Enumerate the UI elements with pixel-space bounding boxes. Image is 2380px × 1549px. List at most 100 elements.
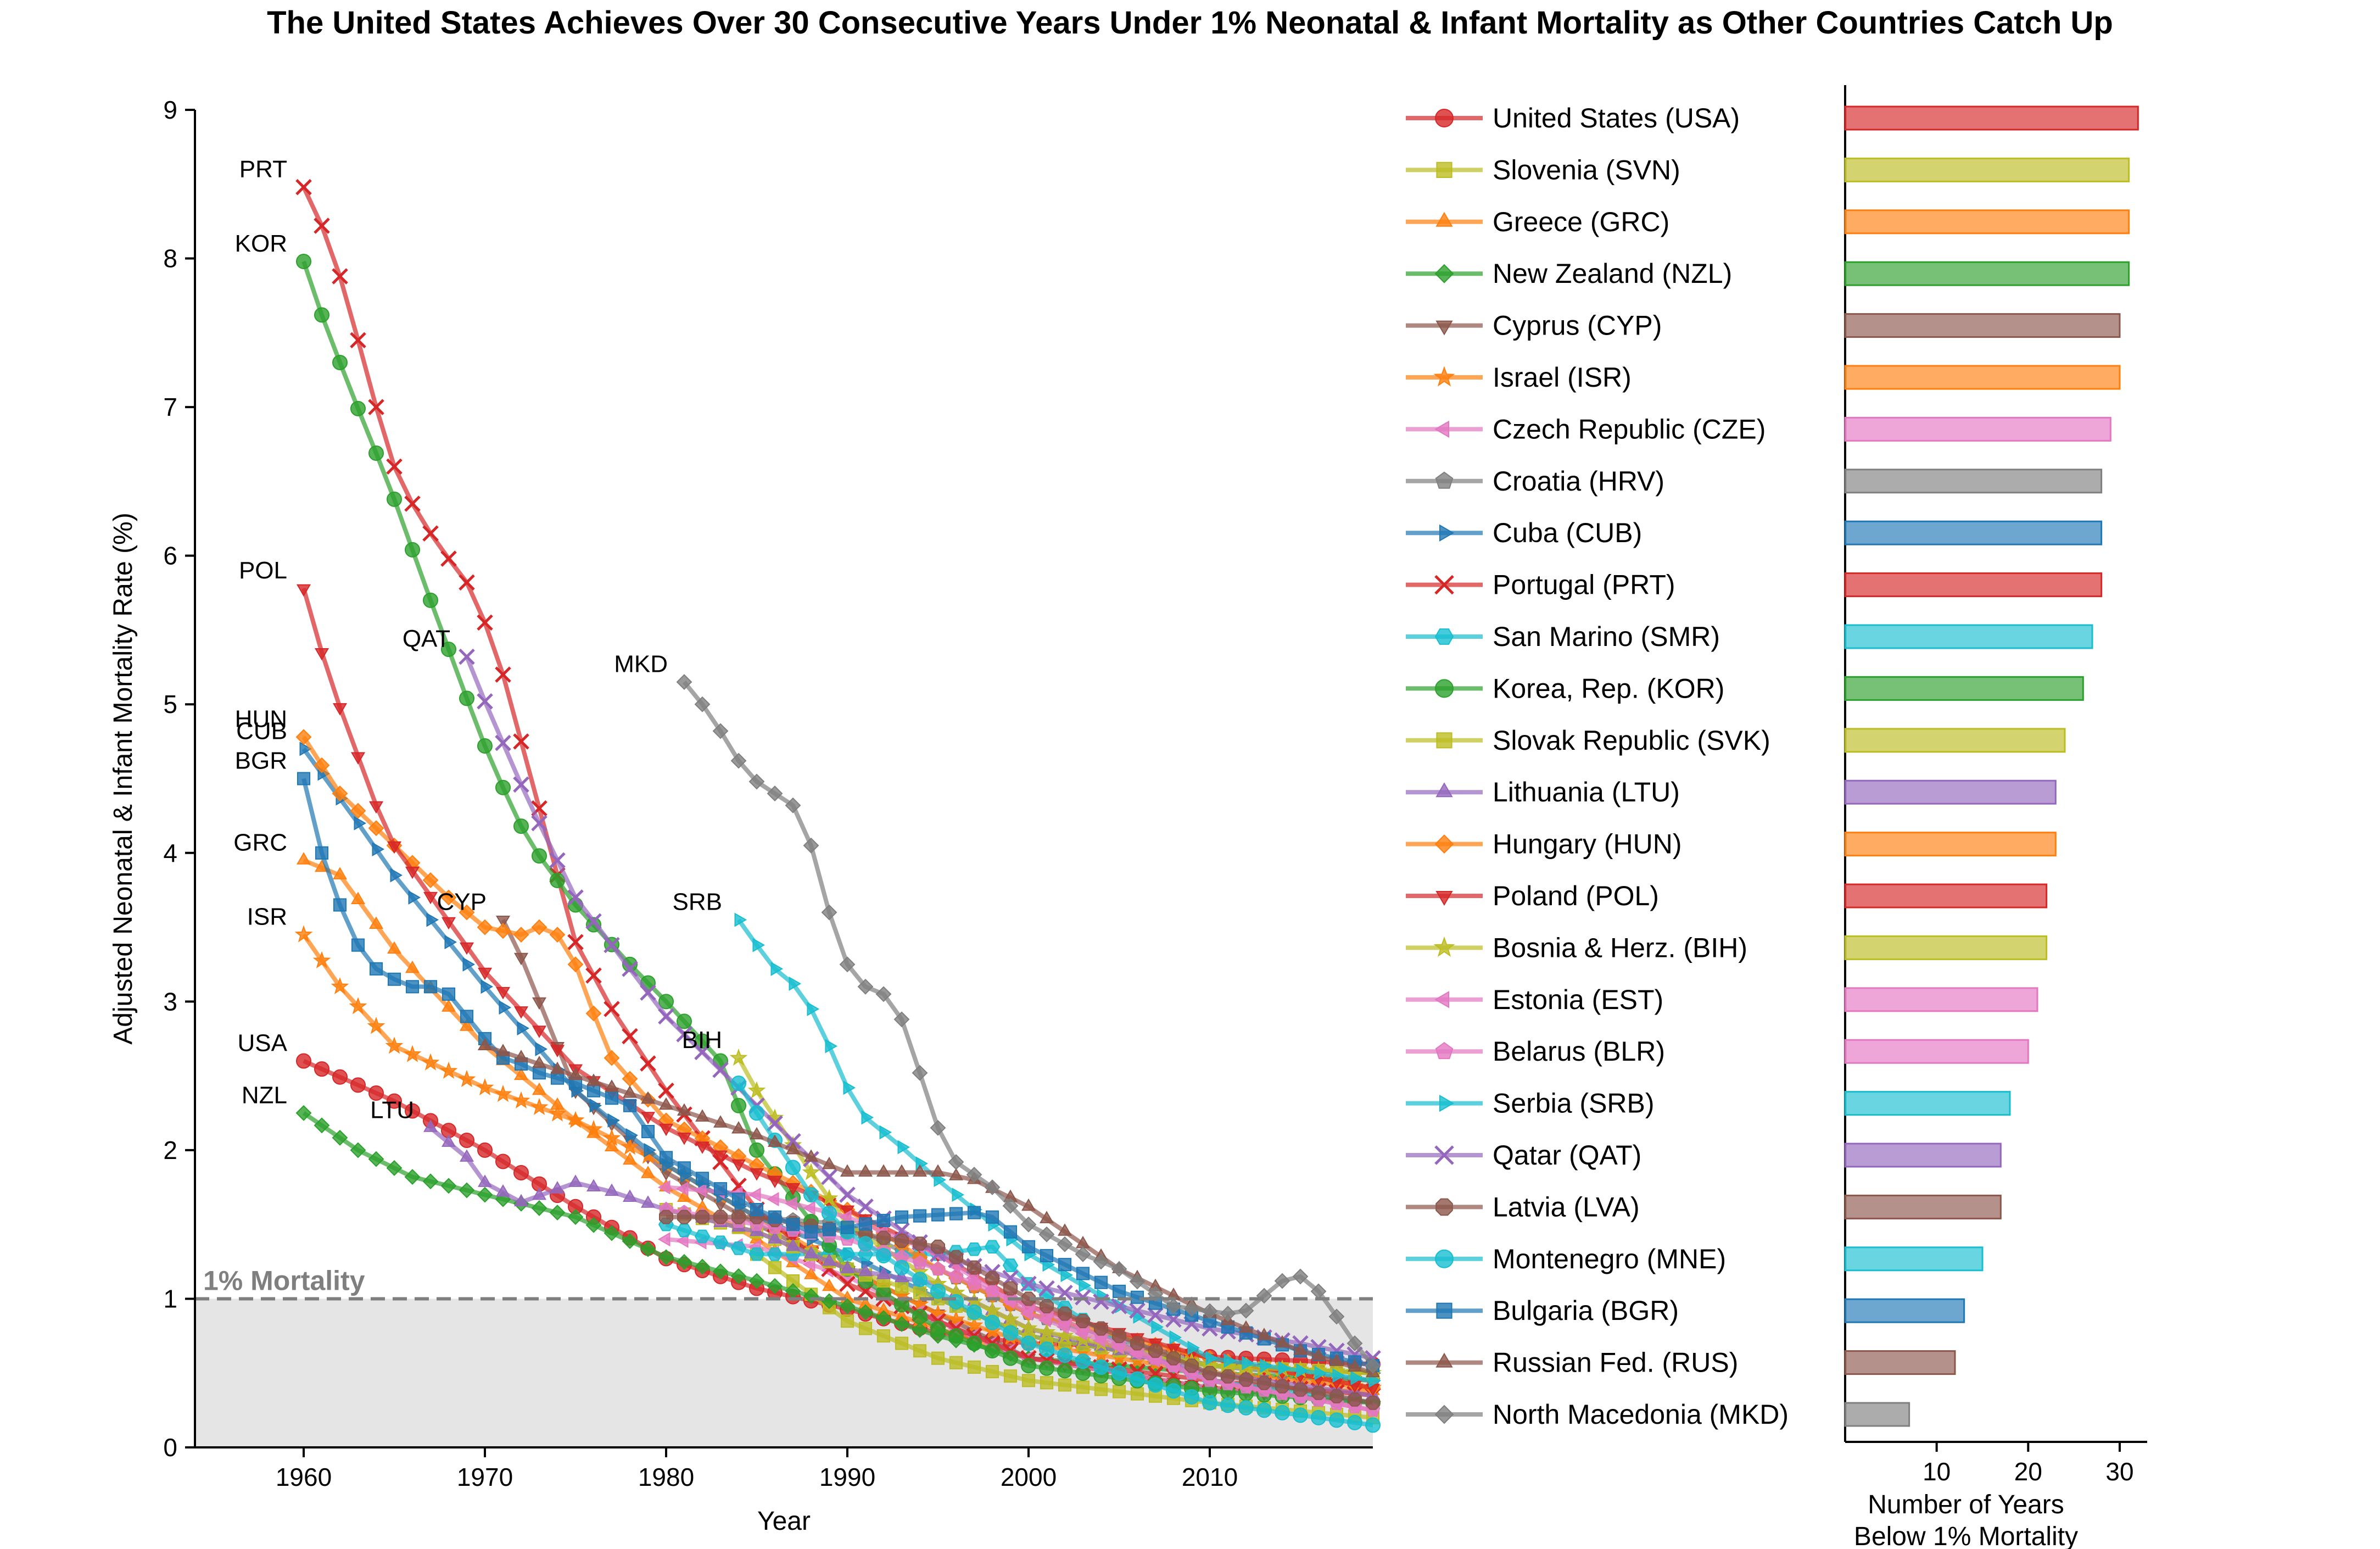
data-point-isr — [584, 1119, 603, 1137]
data-point-srb — [879, 1125, 892, 1140]
data-point-nzl — [295, 1105, 312, 1121]
data-point-grc — [604, 1139, 619, 1151]
data-point-smr — [966, 1242, 982, 1256]
data-point-usa — [332, 1069, 348, 1085]
data-point-svn — [913, 1344, 927, 1358]
data-point-pol — [640, 1112, 656, 1124]
data-point-kor — [386, 491, 403, 507]
legend-item-rus: Russian Fed. (RUS) — [1406, 1347, 1738, 1378]
bar-qat — [1844, 1143, 2002, 1168]
data-point-mne — [1347, 1414, 1363, 1430]
data-point-kor — [930, 1320, 946, 1336]
legend-label: Poland (POL) — [1493, 881, 1659, 911]
data-point-mkd — [930, 1119, 946, 1136]
data-point-nzl — [748, 1273, 765, 1289]
y-tick-label: 3 — [163, 987, 177, 1016]
data-point-rus — [930, 1164, 946, 1177]
data-point-bgr — [1003, 1225, 1018, 1239]
data-point-cub — [644, 1143, 657, 1157]
bar-mkd — [1844, 1402, 1910, 1427]
legend-marker — [1434, 679, 1454, 698]
data-point-hun — [513, 927, 529, 943]
data-point-lva — [985, 1271, 999, 1285]
data-point-mkd — [1274, 1273, 1290, 1289]
data-point-prt — [585, 967, 602, 984]
y-tick-label: 2 — [163, 1136, 177, 1164]
data-point-kor — [422, 592, 439, 608]
data-point-rus — [785, 1141, 801, 1155]
data-point-usa — [350, 1077, 366, 1093]
data-point-isr — [548, 1104, 567, 1122]
data-point-isr — [385, 1037, 404, 1054]
data-point-rus — [1057, 1223, 1072, 1236]
data-point-rus — [840, 1164, 855, 1177]
data-point-kor — [1057, 1363, 1073, 1379]
data-point-hun — [314, 757, 330, 773]
data-point-rus — [1039, 1211, 1054, 1223]
data-point-mkd — [1328, 1308, 1345, 1325]
data-point-cub — [481, 979, 494, 994]
data-point-prt — [567, 934, 584, 950]
legend-label: San Marino (SMR) — [1493, 621, 1720, 652]
data-point-hun — [422, 872, 439, 888]
data-point-nzl — [386, 1160, 403, 1176]
data-point-svn — [1112, 1385, 1126, 1398]
data-point-isr — [476, 1078, 494, 1096]
data-point-mkd — [1183, 1301, 1200, 1317]
data-point-ltu — [495, 1184, 511, 1197]
data-point-lva — [731, 1210, 746, 1224]
legend-marker — [1434, 628, 1454, 645]
annotation-isr: ISR — [247, 904, 287, 930]
data-point-bgr — [333, 898, 347, 912]
data-point-bgr — [931, 1208, 945, 1222]
data-point-mkd — [912, 1065, 928, 1081]
data-point-isr — [331, 977, 349, 995]
data-point-nzl — [912, 1322, 928, 1338]
bar-smr — [1844, 624, 2093, 649]
legend-marker — [1434, 991, 1449, 1008]
data-point-svn — [1040, 1376, 1054, 1390]
data-point-smr — [676, 1223, 692, 1238]
data-point-ltu — [586, 1179, 601, 1191]
data-point-mkd — [1111, 1261, 1127, 1277]
data-point-srb — [1151, 1319, 1164, 1334]
legend-label: Israel (ISR) — [1493, 362, 1632, 393]
data-point-svn — [768, 1261, 782, 1274]
legend-marker — [1439, 524, 1454, 542]
legend-label: Serbia (SRB) — [1493, 1088, 1655, 1119]
data-point-srb — [789, 976, 802, 991]
bar-bgr — [1844, 1298, 1965, 1323]
data-point-kor — [368, 445, 384, 461]
data-point-qat — [1111, 1298, 1127, 1314]
data-point-lva — [1257, 1375, 1271, 1390]
data-point-bgr — [731, 1193, 746, 1206]
legend-marker — [1433, 366, 1455, 387]
bar-x-axis-title: Number of Years — [1868, 1490, 2064, 1519]
data-point-svn — [1130, 1387, 1144, 1401]
data-point-cub — [625, 1128, 639, 1143]
legend-label: Greece (GRC) — [1493, 207, 1669, 237]
data-point-bgr — [876, 1213, 891, 1227]
data-point-rus — [749, 1127, 764, 1140]
data-point-rus — [1275, 1335, 1290, 1348]
data-point-prt — [314, 218, 330, 234]
data-point-bih — [1019, 1319, 1038, 1336]
data-point-bgr — [1058, 1258, 1072, 1272]
data-point-usa — [567, 1199, 584, 1214]
bar-prt — [1844, 572, 2103, 598]
data-point-srb — [1223, 1353, 1237, 1368]
data-point-pol — [405, 866, 420, 879]
data-point-usa — [295, 1053, 312, 1069]
data-point-bgr — [949, 1207, 963, 1221]
legend-item-est: Estonia (EST) — [1406, 984, 1663, 1015]
data-point-ltu — [822, 1253, 837, 1266]
data-point-ltu — [622, 1189, 638, 1202]
data-point-lva — [1185, 1358, 1199, 1373]
data-point-cub — [607, 1113, 621, 1128]
data-point-qat — [585, 913, 602, 929]
data-point-bgr — [369, 962, 383, 976]
data-point-pol — [495, 987, 511, 1000]
data-point-mne — [948, 1294, 964, 1310]
data-point-kor — [404, 542, 421, 558]
legend-item-blr: Belarus (BLR) — [1406, 1036, 1665, 1067]
